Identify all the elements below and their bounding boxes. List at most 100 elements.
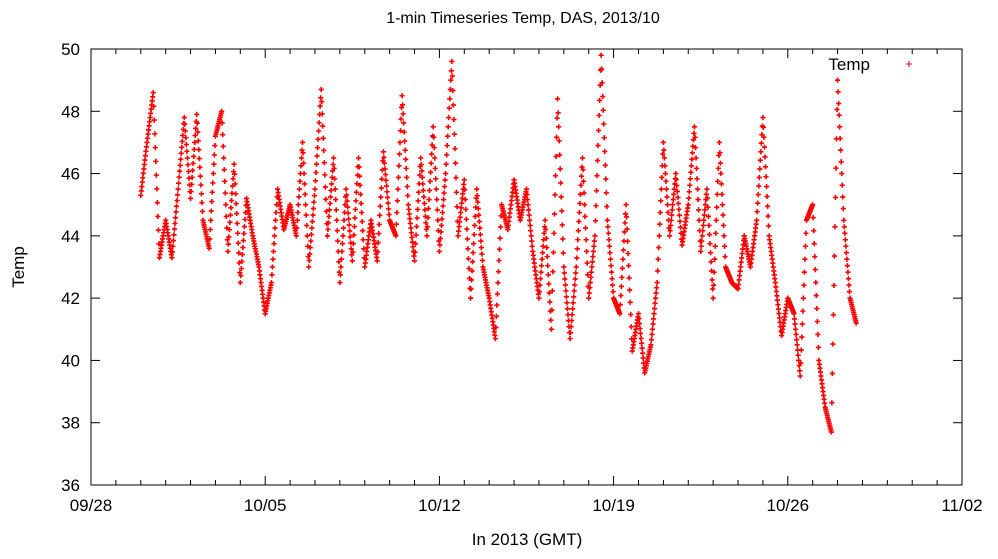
data-point xyxy=(659,174,665,181)
data-point xyxy=(433,186,439,192)
data-point xyxy=(384,194,391,201)
data-point xyxy=(231,161,237,167)
data-point xyxy=(306,257,312,264)
y-tick-label: 42 xyxy=(61,289,80,308)
data-point xyxy=(463,206,469,212)
data-point xyxy=(194,120,200,126)
data-point xyxy=(774,297,781,303)
data-point xyxy=(524,191,530,197)
data-point xyxy=(179,138,185,144)
series-temp xyxy=(138,52,859,435)
data-point xyxy=(140,175,146,181)
data-point xyxy=(621,229,628,235)
data-point xyxy=(397,128,404,134)
data-point xyxy=(561,270,567,276)
data-point xyxy=(383,183,390,189)
data-point xyxy=(328,187,334,194)
data-point xyxy=(345,204,351,210)
data-point xyxy=(577,191,584,197)
data-point xyxy=(378,185,384,191)
data-point xyxy=(312,186,318,192)
data-point xyxy=(608,269,615,275)
data-point xyxy=(802,243,809,249)
data-point xyxy=(228,197,235,204)
data-point xyxy=(586,295,592,301)
data-point xyxy=(556,138,562,144)
data-point xyxy=(408,225,414,231)
data-point xyxy=(353,198,359,204)
data-point xyxy=(242,209,249,216)
data-point xyxy=(461,181,467,188)
data-point xyxy=(225,241,231,247)
data-point xyxy=(198,191,205,197)
data-point xyxy=(395,186,401,192)
data-point xyxy=(654,279,660,286)
data-point xyxy=(573,270,579,276)
data-point xyxy=(461,177,467,183)
data-point xyxy=(316,120,322,126)
data-point xyxy=(576,218,582,225)
legend-marker-glyph xyxy=(906,61,912,67)
data-point xyxy=(457,214,463,220)
data-point xyxy=(844,256,850,262)
data-point xyxy=(710,295,716,301)
data-point xyxy=(233,191,239,197)
data-point xyxy=(758,140,764,146)
data-point xyxy=(653,290,659,296)
data-point xyxy=(564,300,570,306)
data-point xyxy=(567,330,574,336)
data-point xyxy=(468,277,475,283)
y-tick-label: 48 xyxy=(61,102,80,121)
data-point xyxy=(439,209,446,216)
data-point xyxy=(340,225,347,231)
data-point xyxy=(712,256,718,262)
data-point xyxy=(571,288,577,294)
data-point xyxy=(226,234,232,240)
data-point xyxy=(688,169,694,175)
data-point xyxy=(549,307,555,313)
data-point xyxy=(351,223,357,230)
data-point xyxy=(327,200,333,207)
data-point xyxy=(795,352,801,358)
data-point xyxy=(648,337,655,343)
data-point xyxy=(689,150,696,156)
data-point xyxy=(323,196,329,202)
data-point xyxy=(227,219,233,225)
data-point xyxy=(470,250,476,256)
data-point xyxy=(620,256,626,262)
data-point xyxy=(588,274,594,280)
data-point xyxy=(495,280,501,286)
data-point xyxy=(836,112,842,118)
data-point xyxy=(426,187,433,194)
data-point xyxy=(578,182,584,188)
data-point xyxy=(462,187,468,193)
data-point xyxy=(228,205,234,211)
data-point xyxy=(307,244,313,251)
data-point xyxy=(669,212,675,218)
data-point xyxy=(662,170,669,177)
data-point xyxy=(845,276,852,282)
data-point xyxy=(656,233,662,239)
data-point xyxy=(698,243,704,249)
data-point xyxy=(183,135,189,141)
data-point xyxy=(799,321,805,327)
data-point xyxy=(238,265,244,272)
data-point xyxy=(330,161,336,168)
data-point xyxy=(810,215,816,221)
data-point xyxy=(334,217,340,223)
data-point xyxy=(175,186,181,192)
data-point xyxy=(712,243,718,249)
data-point xyxy=(320,135,326,141)
data-point xyxy=(793,331,799,338)
data-point xyxy=(170,243,176,249)
data-point xyxy=(832,194,839,201)
data-point xyxy=(627,299,633,305)
data-point xyxy=(353,189,360,195)
data-point xyxy=(405,202,411,208)
data-point xyxy=(572,282,578,288)
data-point xyxy=(188,188,194,195)
data-point xyxy=(467,295,474,301)
data-point xyxy=(413,223,420,230)
data-point xyxy=(408,230,415,236)
data-point xyxy=(413,232,419,238)
